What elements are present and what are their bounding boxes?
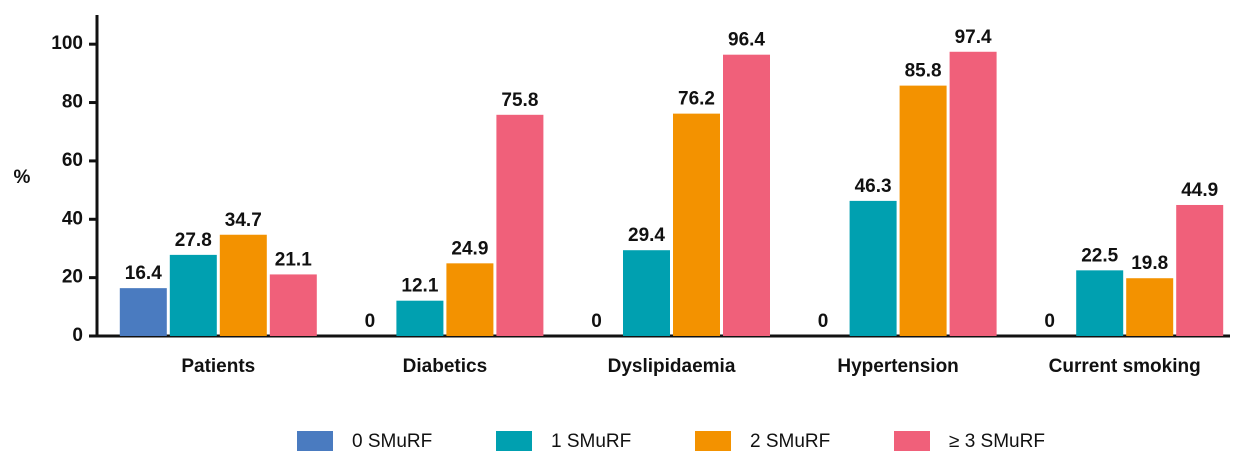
value-label: 85.8 (905, 61, 942, 82)
bar (219, 234, 267, 336)
value-label: 24.9 (451, 238, 488, 259)
legend-swatch (496, 431, 532, 451)
y-axis-label: % (14, 167, 31, 188)
x-tick-label: Hypertension (837, 356, 958, 377)
value-label: 16.4 (125, 263, 162, 284)
y-tick-label: 60 (62, 150, 83, 171)
legend-swatch (695, 431, 731, 451)
y-tick-label: 0 (72, 325, 83, 346)
x-tick-label: Dyslipidaemia (608, 356, 736, 377)
legend-label: 0 SMuRF (352, 431, 432, 451)
value-label: 0 (818, 311, 829, 332)
y-tick-label: 80 (62, 92, 83, 113)
legend-label: 2 SMuRF (750, 431, 830, 451)
value-label: 12.1 (401, 276, 438, 297)
bar (446, 263, 494, 336)
value-label: 44.9 (1181, 180, 1218, 201)
bar (169, 254, 217, 336)
value-label: 46.3 (855, 176, 892, 197)
value-label: 19.8 (1131, 253, 1168, 274)
bar (269, 274, 317, 336)
value-label: 22.5 (1081, 245, 1118, 266)
legend-swatch (894, 431, 930, 451)
y-tick-label: 40 (62, 208, 83, 229)
value-label: 0 (591, 311, 602, 332)
legend-label: ≥ 3 SMuRF (949, 431, 1045, 451)
bar (849, 200, 897, 336)
value-label: 0 (365, 311, 376, 332)
value-label: 21.1 (275, 249, 312, 270)
bar (1126, 278, 1174, 336)
value-label: 76.2 (678, 89, 715, 110)
legend-swatch (297, 431, 333, 451)
value-label: 0 (1044, 311, 1055, 332)
value-label: 34.7 (225, 210, 262, 231)
bar (396, 300, 444, 336)
bar (119, 288, 167, 336)
bar (899, 85, 947, 337)
x-tick-label: Current smoking (1049, 356, 1201, 377)
bar (623, 250, 670, 336)
y-tick-label: 20 (62, 267, 83, 288)
bar (496, 114, 544, 336)
x-tick-label: Patients (181, 356, 255, 377)
x-tick-label: Diabetics (403, 356, 487, 377)
bar (723, 54, 770, 337)
value-label: 27.8 (175, 230, 212, 251)
bar (673, 113, 720, 336)
value-label: 97.4 (955, 27, 992, 48)
y-tick-label: 100 (51, 33, 83, 54)
bar (1076, 270, 1124, 336)
bar (1176, 204, 1224, 336)
value-label: 75.8 (501, 90, 538, 111)
legend-label: 1 SMuRF (551, 431, 631, 451)
value-label: 96.4 (728, 30, 765, 51)
value-label: 29.4 (628, 225, 665, 246)
bar (949, 51, 997, 336)
